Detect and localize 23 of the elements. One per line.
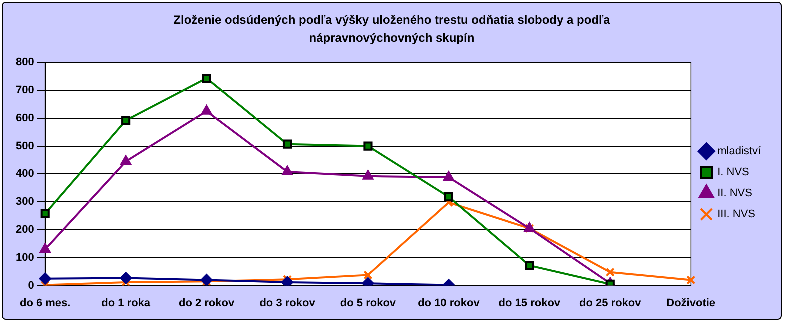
- legend-label: I. NVS: [718, 166, 750, 179]
- x-tick-label: do 1 roka: [102, 297, 152, 310]
- legend-label: II. NVS: [718, 188, 752, 200]
- legend-label: III. NVS: [718, 208, 756, 221]
- x-tick-label: do 3 rokov: [260, 297, 316, 310]
- x-tick-label: do 6 mes.: [20, 297, 71, 310]
- x-tick-label: Doživotie: [666, 297, 716, 310]
- x-tick-label: do 25 rokov: [580, 297, 642, 310]
- y-tick-label: 400: [16, 168, 34, 180]
- legend-label: mladiství: [718, 146, 762, 158]
- y-tick-label: 100: [16, 252, 34, 264]
- y-tick-label: 200: [16, 224, 34, 236]
- y-tick-label: 600: [16, 112, 34, 124]
- y-tick-label: 800: [16, 56, 34, 69]
- x-tick-label: do 15 rokov: [498, 297, 562, 310]
- chart-title: Zloženie odsúdených podľa výšky uloženého trestu odňatia slobody a podľa nápravnovýchovných skupín: [172, 12, 612, 47]
- y-tick-label: 700: [16, 84, 34, 97]
- y-tick-label: 0: [28, 280, 34, 292]
- x-tick-label: do 5 rokov: [340, 297, 397, 310]
- x-tick-label: do 2 rokov: [178, 297, 236, 310]
- y-tick-label: 500: [16, 140, 34, 152]
- y-tick-label: 300: [16, 196, 34, 208]
- x-tick-label: do 10 rokov: [418, 297, 481, 310]
